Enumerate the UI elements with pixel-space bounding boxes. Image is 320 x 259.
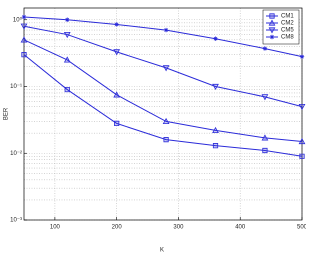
marker [114,120,120,127]
x-tick-label: 400 [235,225,246,231]
marker [269,13,275,19]
marker [213,36,218,41]
marker [64,86,70,93]
marker [63,31,71,39]
y-axis-label: BER [4,107,10,120]
x-tick-label: 100 [50,225,61,231]
marker [262,46,268,51]
marker [212,83,219,91]
series-line [23,16,303,58]
x-tick-label: 300 [173,225,184,231]
marker [20,23,28,30]
x-axis-label: K [160,248,164,254]
series-line [23,25,303,108]
marker [65,17,70,22]
marker [20,36,28,43]
marker [269,34,275,40]
y-tick-label: 10⁻¹ [10,84,22,90]
plot-frame [23,7,303,221]
marker [114,22,119,27]
marker [212,126,219,133]
marker [21,52,27,58]
series-line [23,54,303,157]
marker [63,56,71,63]
marker [299,153,305,159]
legend-label: CM5 [281,28,294,34]
marker [261,134,269,141]
marker [113,49,121,56]
y-tick-label: 10⁰ [13,16,23,23]
marker [298,137,306,145]
marker [261,94,269,101]
marker [212,143,219,149]
marker [113,91,121,98]
marker [299,54,305,59]
y-tick-label: 10⁻² [10,151,22,157]
marker [268,27,276,34]
legend-label: CM1 [281,14,294,20]
marker [163,137,169,143]
series-line [23,39,303,142]
marker [162,65,170,72]
marker [162,117,170,125]
marker [163,27,169,33]
legend-label: CM8 [281,35,294,41]
marker [298,103,306,111]
marker [268,19,276,26]
x-tick-label: 500 [297,225,306,231]
marker [21,14,27,20]
y-tick-label: 10⁻³ [10,218,22,224]
x-tick-label: 200 [112,225,123,231]
legend-label: CM2 [281,21,294,27]
marker [262,147,268,154]
